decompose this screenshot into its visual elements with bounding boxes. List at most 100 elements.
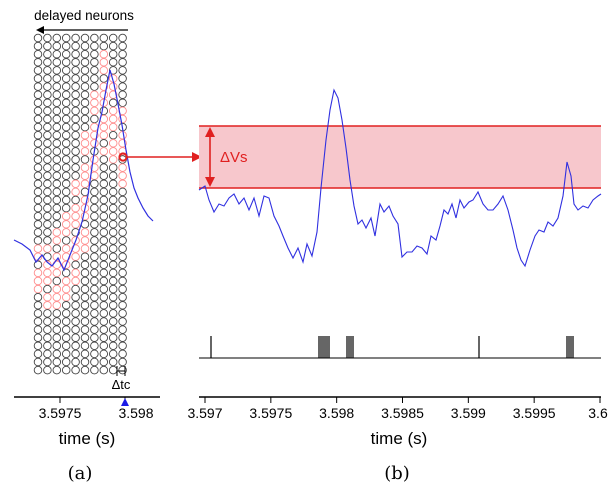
neuron: [108, 163, 118, 172]
neuron: [52, 317, 62, 326]
active-neuron: [90, 163, 99, 172]
neuron: [80, 317, 90, 326]
neuron: [80, 268, 90, 278]
neuron: [33, 309, 43, 318]
neuron: [33, 139, 43, 148]
neuron: [71, 317, 80, 326]
neuron: [33, 82, 43, 91]
neuron: [108, 179, 118, 189]
neuron: [90, 66, 99, 75]
active-neuron: [90, 139, 99, 148]
neuron: [33, 98, 43, 108]
active-neuron: [90, 106, 99, 116]
neuron: [118, 268, 127, 278]
neuron: [52, 195, 62, 205]
neuron: [90, 349, 99, 359]
neuron: [33, 114, 43, 124]
neuron: [99, 33, 109, 43]
neuron: [99, 244, 109, 253]
active-neuron: [61, 284, 71, 294]
neuron: [71, 357, 80, 367]
neuron: [90, 228, 99, 237]
neuron: [99, 301, 109, 310]
panel-b-ticks: 3.597 3.5975 3.598 3.5985 3.599 3.5995 3.6: [187, 397, 608, 421]
neuron: [43, 325, 52, 334]
active-neuron: [99, 82, 109, 91]
neuron: [33, 179, 43, 189]
neuron: [99, 74, 109, 83]
neuron: [80, 114, 90, 124]
neuron: [33, 211, 43, 221]
active-neuron: [43, 244, 52, 253]
neuron: [80, 260, 90, 270]
neuron: [71, 155, 80, 164]
neuron: [71, 284, 80, 294]
neuron: [43, 147, 52, 156]
active-neuron: [80, 236, 90, 245]
neuron: [90, 82, 99, 91]
neuron: [80, 301, 90, 310]
neuron: [33, 171, 43, 180]
active-neuron: [71, 211, 80, 221]
neuron: [118, 66, 127, 75]
neuron: [90, 179, 99, 189]
neuron: [80, 292, 90, 302]
active-neuron: [99, 122, 109, 132]
active-neuron: [71, 252, 80, 261]
neuron: [71, 130, 80, 140]
active-neuron: [61, 292, 71, 302]
neuron: [61, 325, 71, 334]
neuron: [80, 365, 90, 375]
neuron: [90, 114, 99, 124]
neuron: [108, 292, 118, 302]
neuron: [80, 122, 90, 132]
neuron: [33, 228, 43, 237]
neuron: [52, 187, 62, 197]
neuron: [43, 74, 52, 83]
neuron: [108, 203, 118, 213]
neuron: [90, 309, 99, 318]
neuron: [99, 220, 109, 229]
neuron: [108, 301, 118, 310]
neuron: [108, 58, 118, 67]
neuron: [118, 49, 127, 59]
active-neuron: [33, 268, 43, 278]
neuron: [43, 220, 52, 229]
neuron: [80, 276, 90, 286]
neuron: [52, 349, 62, 359]
neuron: [52, 203, 62, 213]
active-neuron: [118, 139, 127, 148]
active-neuron: [71, 276, 80, 286]
neuron: [33, 147, 43, 156]
active-neuron: [80, 130, 90, 140]
active-neuron: [108, 106, 118, 116]
neuron: [43, 106, 52, 116]
neuron: [90, 276, 99, 286]
neuron: [52, 98, 62, 108]
neuron: [90, 341, 99, 351]
probe-dot: [118, 152, 128, 162]
neuron: [52, 211, 62, 221]
neuron: [90, 220, 99, 229]
panel-b-tick-label: 3.597: [187, 405, 222, 421]
active-neuron: [71, 244, 80, 253]
neuron: [80, 155, 90, 164]
neuron: [118, 98, 127, 108]
neuron: [52, 341, 62, 351]
neuron: [52, 106, 62, 116]
neuron: [108, 98, 118, 108]
neuron: [33, 260, 43, 270]
neuron: [33, 41, 43, 51]
neuron: [80, 74, 90, 83]
neuron: [43, 41, 52, 51]
neuron: [80, 333, 90, 342]
neuron: [33, 317, 43, 326]
neuron: [99, 333, 109, 342]
delayed-neurons-arrowhead: [36, 26, 44, 34]
neuron: [61, 357, 71, 367]
active-neuron: [71, 187, 80, 197]
neuron: [52, 41, 62, 51]
neuron: [43, 179, 52, 189]
neuron: [99, 195, 109, 205]
neuron: [118, 82, 127, 91]
